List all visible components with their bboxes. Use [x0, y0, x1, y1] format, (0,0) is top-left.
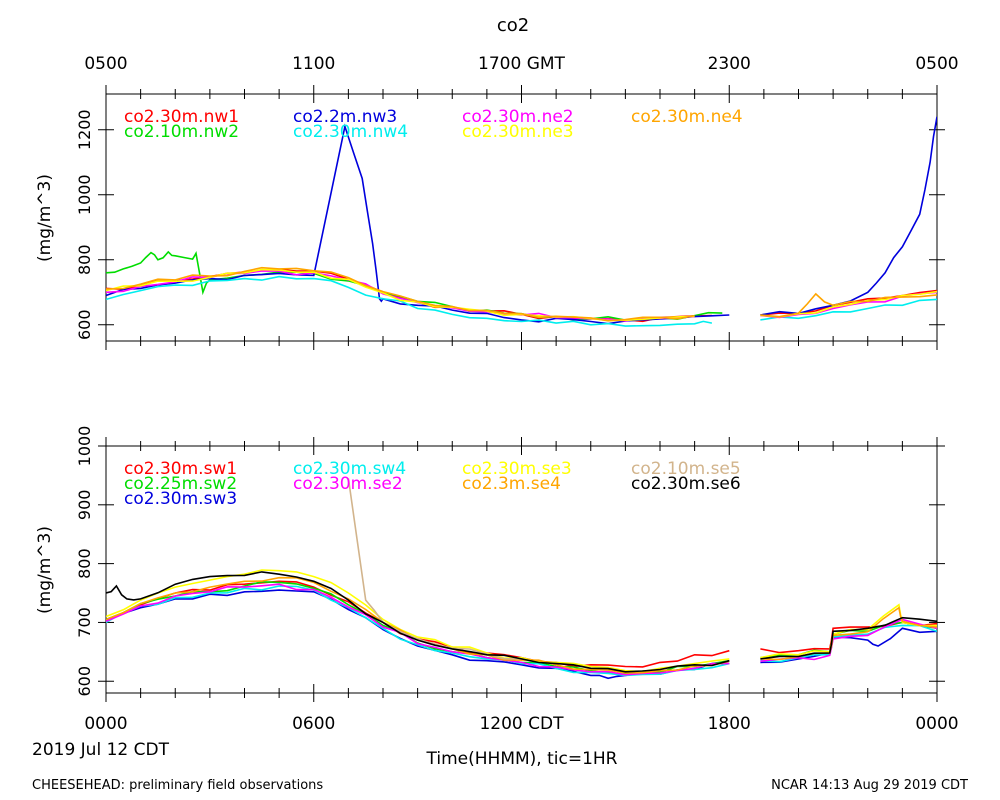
footer-right: NCAR 14:13 Aug 29 2019 CDT: [771, 778, 968, 793]
bottom-tick-labels: 0000 0600 1200 CDT 1800 0000: [84, 714, 958, 734]
top-legend-co2.30m.ne4: co2.30m.ne4: [631, 107, 743, 127]
footer-left: CHEESEHEAD: preliminary field observatio…: [32, 778, 323, 793]
bottom-legend-co2.30m.sw3: co2.30m.sw3: [124, 489, 237, 509]
bottom-legend-co2.30m.se6: co2.30m.se6: [631, 474, 741, 494]
bottom-tick-label: 0000: [915, 714, 958, 734]
top-tick-label: 1100: [292, 54, 335, 74]
top-series-co2.2m.nw3: [106, 116, 937, 325]
top-tick-labels: 0500 1100 1700 GMT 2300 0500: [84, 54, 958, 74]
top-legend-co2.30m.nw1: co2.30m.nw1: [124, 107, 239, 127]
bottom-legend-co2.10m.se5: co2.10m.se5: [631, 459, 741, 479]
bottom-ytick-label: 600: [75, 666, 94, 697]
bottom-tick-label: 1800: [708, 714, 751, 734]
top-ytick-label: 1000: [75, 174, 94, 215]
bottom-series-co2.30m.se2: [106, 583, 937, 676]
bottom-series-lines: [106, 478, 937, 680]
bottom-series-co2.30m.se6: [106, 571, 937, 673]
top-legend-co2.30m.ne2: co2.30m.ne2: [462, 107, 574, 127]
bottom-legend-co2.30m.se2: co2.30m.se2: [293, 474, 403, 494]
top-panel: (mg/m^3) 600 800 1000 1200 co2.30m.nw1co2.10…: [35, 85, 945, 350]
bottom-legend-co2.3m.se4: co2.3m.se4: [462, 474, 561, 494]
top-series-co2.10m.nw2: [106, 250, 723, 322]
bottom-ytick-label: 800: [75, 548, 94, 579]
x-axis-label: Time(HHMM), tic=1HR: [426, 749, 618, 769]
top-tick-label: 2300: [708, 54, 751, 74]
top-tick-label: 0500: [84, 54, 127, 74]
bottom-panel-ylabel: (mg/m^3): [35, 526, 55, 614]
bottom-legend-co2.30m.sw4: co2.30m.sw4: [293, 459, 406, 479]
top-panel-ylabel: (mg/m^3): [35, 174, 55, 262]
top-ytick-label: 600: [75, 309, 94, 340]
bottom-legend-co2.25m.sw2: co2.25m.sw2: [124, 474, 237, 494]
bottom-panel: (mg/m^3) 6007008009001000co2.30m.sw1co2.…: [35, 426, 945, 702]
bottom-legend-co2.30m.se3: co2.30m.se3: [462, 459, 572, 479]
date-label: 2019 Jul 12 CDT: [32, 740, 170, 760]
bottom-ytick-label: 900: [75, 490, 94, 521]
top-tick-label: 0500: [915, 54, 958, 74]
bottom-ytick-label: 1000: [75, 426, 94, 467]
top-tick-label: 1700 GMT: [478, 54, 566, 74]
bottom-legend-co2.30m.sw1: co2.30m.sw1: [124, 459, 237, 479]
bottom-tick-label: 1200 CDT: [479, 714, 564, 734]
top-series-lines: [106, 116, 937, 327]
bottom-tick-label: 0600: [292, 714, 335, 734]
bottom-ytick-label: 700: [75, 607, 94, 638]
top-ytick-label: 800: [75, 244, 94, 275]
top-ytick-label: 1200: [75, 109, 94, 150]
top-legend-co2.10m.nw2: co2.10m.nw2: [124, 122, 239, 142]
top-series-co2.30m.ne4: [106, 266, 937, 322]
bottom-series-co2.10m.se5: [347, 478, 522, 660]
top-series-co2.30m.nw4: [106, 275, 937, 327]
top-legend-co2.2m.nw3: co2.2m.nw3: [293, 107, 397, 127]
chart-title: co2: [497, 15, 529, 36]
top-legend-co2.30m.ne3: co2.30m.ne3: [462, 122, 574, 142]
bottom-tick-label: 0000: [84, 714, 127, 734]
top-legend-co2.30m.nw4: co2.30m.nw4: [293, 122, 408, 142]
bottom-series-co2.30m.sw3: [106, 589, 937, 680]
